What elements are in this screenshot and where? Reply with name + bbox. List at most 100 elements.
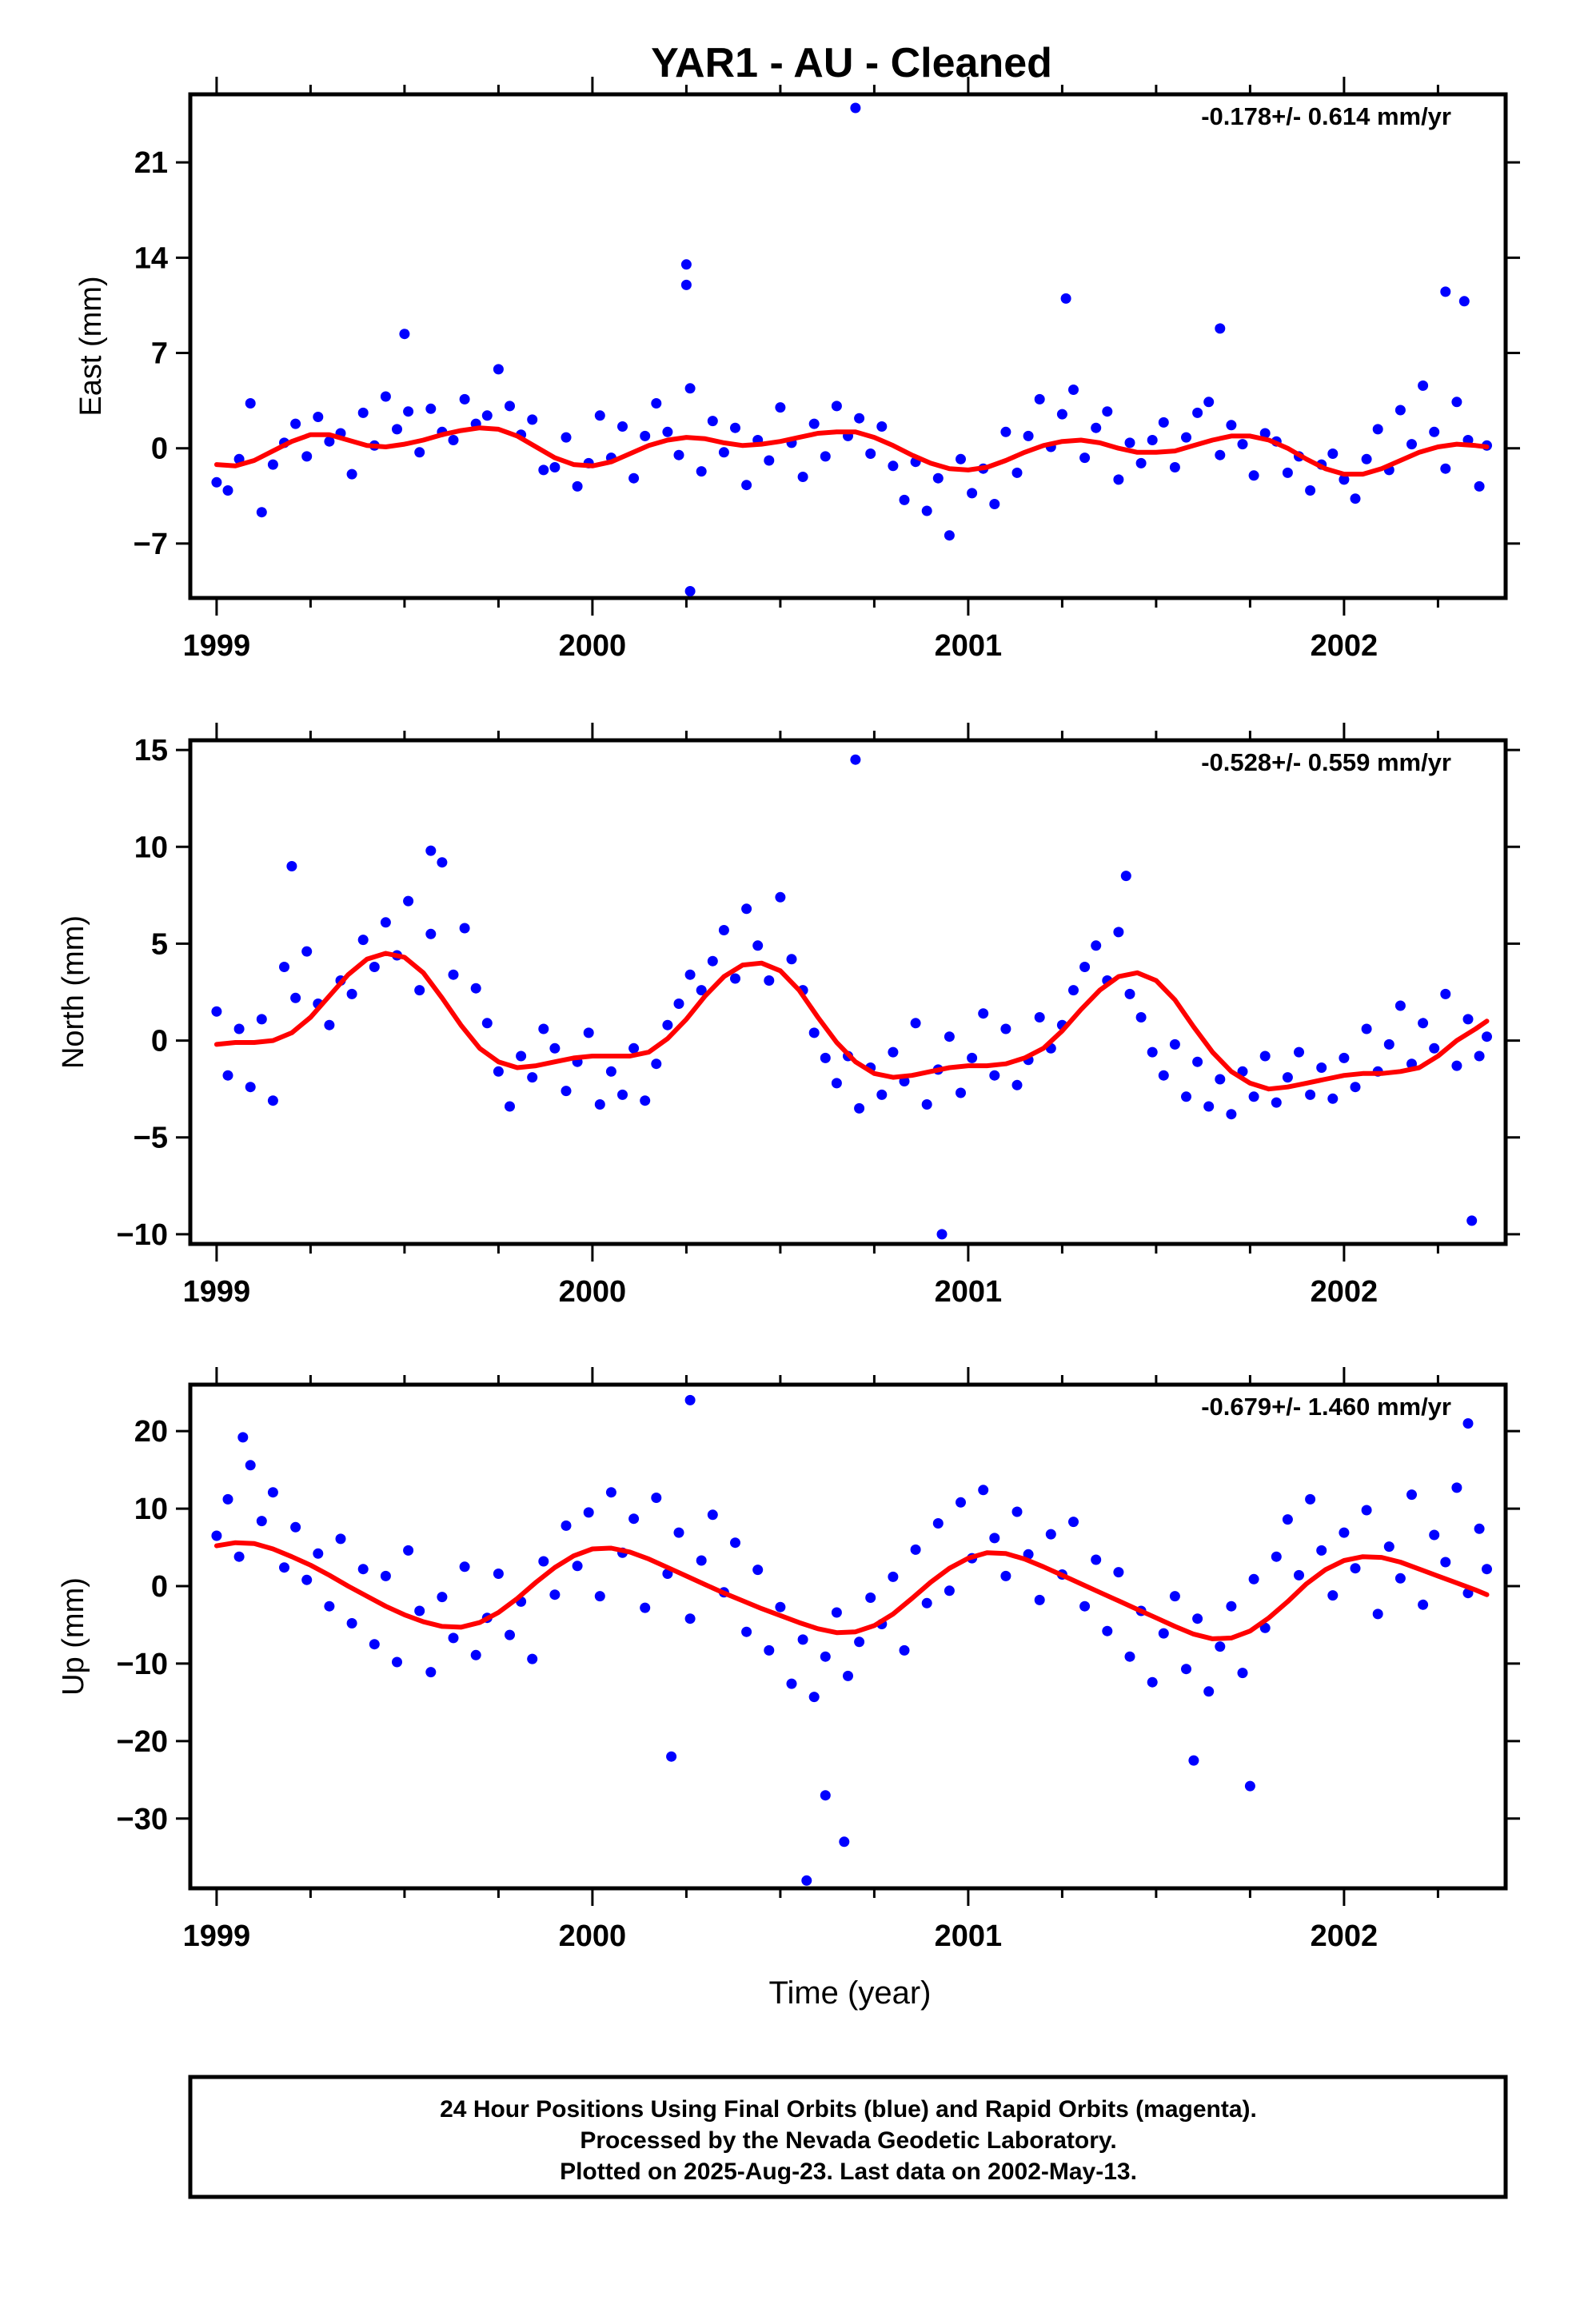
data-point	[290, 418, 301, 429]
data-point	[1226, 420, 1237, 431]
data-point	[470, 983, 481, 994]
data-point	[967, 488, 978, 499]
data-point	[1192, 1056, 1203, 1067]
data-point	[944, 530, 955, 541]
x-tick-label: 2002	[1311, 629, 1379, 663]
footer-line-1: 24 Hour Positions Using Final Orbits (bl…	[440, 2096, 1257, 2123]
data-point	[673, 1527, 684, 1538]
data-point	[1215, 449, 1226, 460]
data-point	[1169, 1591, 1180, 1602]
y-tick-label: 15	[134, 734, 168, 767]
data-point	[1440, 463, 1451, 474]
x-tick-label: 2002	[1311, 1275, 1379, 1309]
data-point	[399, 329, 410, 340]
data-point	[594, 410, 605, 421]
data-point	[403, 406, 414, 417]
y-tick-label: 10	[134, 1493, 168, 1526]
y-tick-label: −10	[117, 1648, 168, 1681]
data-point	[1169, 1038, 1180, 1050]
data-point	[899, 1644, 910, 1656]
data-point	[1079, 1600, 1091, 1612]
y-tick-label: −10	[117, 1218, 168, 1252]
data-point	[346, 1618, 357, 1628]
x-tick-label: 2000	[559, 1919, 627, 1953]
data-point	[1429, 1529, 1440, 1541]
data-point	[797, 1634, 808, 1645]
data-point	[1000, 1023, 1011, 1034]
data-point	[801, 1875, 812, 1886]
data-point	[617, 421, 628, 432]
data-point	[425, 928, 437, 939]
data-point	[888, 1571, 899, 1582]
data-point	[839, 1836, 850, 1848]
data-point	[936, 1229, 948, 1240]
data-point	[527, 1653, 538, 1664]
x-axis-label: Time (year)	[769, 1975, 932, 2011]
data-point	[1305, 1493, 1316, 1505]
data-point	[516, 1050, 527, 1062]
data-point	[673, 449, 684, 460]
data-point	[324, 1600, 335, 1612]
data-point	[1192, 407, 1203, 418]
data-point	[684, 1613, 696, 1624]
plot-frame	[188, 92, 1508, 600]
data-point	[764, 975, 775, 986]
data-point	[425, 403, 437, 414]
y-tick-label: 21	[134, 146, 168, 180]
data-point	[561, 432, 572, 443]
data-point	[1056, 409, 1067, 420]
rate-label: -0.679+/- 1.460 mm/yr	[1201, 1393, 1451, 1421]
x-tick-label: 2000	[559, 1275, 627, 1309]
data-point	[707, 1509, 718, 1521]
x-tick-label: 1999	[183, 1919, 251, 1953]
data-point	[808, 418, 820, 429]
data-point	[808, 1027, 820, 1038]
data-point	[1429, 1042, 1440, 1054]
data-point	[1458, 296, 1470, 307]
data-point	[211, 1006, 222, 1017]
data-point	[1418, 1599, 1429, 1610]
data-point	[505, 1629, 515, 1640]
data-point	[1135, 457, 1147, 468]
data-point	[1068, 1517, 1079, 1528]
data-point	[1169, 462, 1180, 472]
data-point	[797, 472, 808, 482]
y-axis-label: East (mm)	[74, 276, 108, 416]
x-tick-label: 1999	[183, 1275, 251, 1309]
y-tick-label: −20	[117, 1725, 168, 1759]
data-point	[1124, 988, 1135, 999]
data-point	[808, 1692, 820, 1703]
data-point	[1440, 1557, 1451, 1568]
data-point	[448, 1632, 459, 1644]
data-point	[403, 1545, 414, 1556]
data-point	[290, 992, 301, 1003]
data-point	[696, 1555, 707, 1566]
panel-2: 1999 2000 2001 2002 −10 −5 0 5 10 15 North (mm) -0.…	[57, 723, 1520, 1309]
data-point	[730, 973, 740, 984]
data-point	[290, 1521, 301, 1533]
data-point	[1282, 1514, 1293, 1525]
data-point	[932, 1518, 944, 1529]
y-axis-label: North (mm)	[57, 915, 90, 1069]
data-point	[888, 1046, 899, 1058]
plot-frame	[188, 738, 1508, 1246]
data-point	[459, 393, 470, 405]
data-point	[718, 447, 729, 458]
data-point	[1068, 385, 1079, 395]
x-tick-label: 2000	[559, 629, 627, 663]
data-point	[956, 1497, 966, 1508]
data-point	[1474, 480, 1485, 492]
data-point	[1361, 453, 1372, 464]
data-point	[1394, 405, 1406, 416]
data-point	[820, 1790, 831, 1801]
data-point	[594, 1099, 605, 1110]
data-point	[1474, 1050, 1485, 1062]
data-point	[1147, 1046, 1158, 1058]
data-point	[1372, 1608, 1383, 1620]
data-point	[459, 923, 470, 934]
data-point	[1451, 1060, 1462, 1071]
data-point	[561, 1520, 572, 1531]
y-axis-label: Up (mm)	[57, 1577, 90, 1696]
